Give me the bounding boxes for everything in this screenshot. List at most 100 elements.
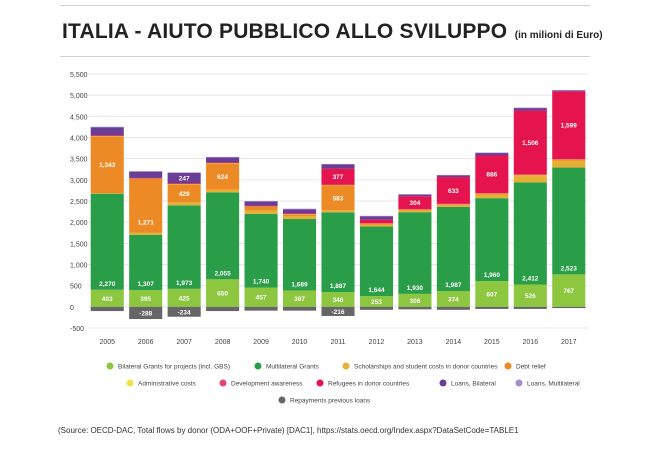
bar-segment bbox=[90, 306, 124, 312]
bar-segment bbox=[359, 219, 393, 224]
data-label: 767 bbox=[563, 288, 574, 295]
bar-segment bbox=[283, 208, 317, 210]
chart-title: ITALIA - AIUTO PUBBLICO ALLO SVILUPPO bbox=[62, 20, 508, 43]
y-tick-label: 1,500 bbox=[70, 241, 88, 248]
bar-segment bbox=[321, 212, 355, 293]
bar-segment bbox=[398, 210, 432, 211]
data-label: 304 bbox=[409, 200, 420, 207]
bar-segment bbox=[436, 205, 470, 207]
bar-segment bbox=[513, 175, 547, 177]
y-tick-label: 3,000 bbox=[70, 178, 88, 185]
bar-segment bbox=[283, 290, 317, 307]
bar-segment bbox=[359, 306, 393, 310]
bar-segment bbox=[552, 160, 586, 168]
bar-segment bbox=[283, 215, 317, 219]
legend-marker bbox=[316, 379, 324, 387]
y-tick-label: 0 bbox=[70, 305, 74, 312]
data-label: 886 bbox=[486, 172, 497, 179]
data-label: 306 bbox=[409, 298, 420, 305]
y-tick-label: 5,000 bbox=[70, 93, 88, 100]
bar-segment bbox=[513, 182, 547, 285]
source-note: (Source: OECD-DAC, Total flows by donor … bbox=[58, 426, 519, 435]
x-tick-label: 2005 bbox=[99, 339, 115, 346]
bar-segment bbox=[436, 175, 470, 178]
bar-segment bbox=[244, 206, 278, 211]
bar-segment bbox=[475, 155, 509, 193]
bar-segment bbox=[321, 164, 355, 169]
data-label: 1,644 bbox=[368, 287, 385, 294]
bar-segment bbox=[129, 290, 163, 307]
x-tick-label: 2009 bbox=[253, 339, 269, 346]
bar-segment bbox=[167, 184, 201, 203]
bar-segment bbox=[398, 209, 432, 210]
bar-segment bbox=[436, 177, 470, 204]
legend-label: Development awareness bbox=[231, 381, 303, 388]
bar-segment bbox=[359, 215, 393, 217]
chart-title-block: ITALIA - AIUTO PUBBLICO ALLO SVILUPPO (i… bbox=[62, 20, 603, 44]
x-tick-label: 2006 bbox=[138, 339, 154, 346]
bar-segment bbox=[436, 306, 470, 310]
bar-segment bbox=[321, 163, 355, 165]
bar-segment bbox=[398, 196, 432, 210]
legend-marker bbox=[106, 362, 114, 370]
x-tick-label: 2015 bbox=[484, 339, 500, 346]
bar-segment bbox=[475, 198, 509, 282]
data-label: 1,740 bbox=[253, 278, 270, 285]
y-tick-label: 2,000 bbox=[70, 220, 88, 227]
bar-segment bbox=[321, 185, 355, 211]
y-tick-label: 500 bbox=[70, 284, 82, 291]
legend-marker bbox=[219, 379, 227, 387]
data-label: 1,506 bbox=[522, 140, 539, 147]
bar-segment bbox=[129, 177, 163, 179]
legend-label: Loans, Bilateral bbox=[451, 381, 496, 388]
bar-segment bbox=[359, 223, 393, 225]
x-tick-label: 2007 bbox=[176, 339, 192, 346]
bar-segment bbox=[244, 201, 278, 206]
bar-segment bbox=[90, 126, 124, 128]
data-label: 633 bbox=[448, 188, 459, 195]
bar-segment bbox=[552, 306, 586, 309]
bar-segment bbox=[436, 174, 470, 176]
data-label: 607 bbox=[486, 291, 497, 298]
bar-segment bbox=[475, 152, 509, 154]
bar-segment bbox=[359, 223, 393, 224]
bar-segment bbox=[513, 108, 547, 111]
bar-segment bbox=[129, 234, 163, 291]
bar-segment bbox=[283, 213, 317, 214]
data-label: 1,343 bbox=[99, 162, 116, 169]
data-label: 1,973 bbox=[176, 280, 193, 287]
top-divider bbox=[60, 5, 590, 6]
bar-segment bbox=[552, 91, 586, 160]
bar-segment bbox=[475, 281, 509, 307]
data-label: 403 bbox=[102, 296, 113, 303]
bar-segment bbox=[321, 306, 355, 316]
bar-segment bbox=[167, 288, 201, 307]
data-label: -216 bbox=[331, 309, 344, 316]
bar-segment bbox=[475, 193, 509, 195]
data-label: 1,887 bbox=[330, 283, 347, 290]
bar-segment bbox=[398, 293, 432, 307]
data-label: 1,960 bbox=[484, 272, 501, 279]
data-label: 346 bbox=[333, 297, 344, 304]
bar-segment bbox=[206, 156, 240, 158]
data-label: 395 bbox=[140, 296, 151, 303]
x-tick-label: 2014 bbox=[446, 339, 462, 346]
bar-segment bbox=[475, 194, 509, 199]
bar-segment bbox=[321, 184, 355, 186]
legend-marker bbox=[439, 379, 447, 387]
bar-segment bbox=[398, 212, 432, 294]
bar-segment bbox=[90, 127, 124, 136]
bar-segment bbox=[552, 159, 586, 161]
bar-segment bbox=[206, 162, 240, 164]
bar-segment bbox=[206, 279, 240, 307]
bar-segment bbox=[206, 192, 240, 280]
data-label: 253 bbox=[371, 299, 382, 306]
legend-label: Refugees in donor countries bbox=[328, 381, 410, 388]
bar-segment bbox=[436, 291, 470, 307]
data-label: 1,271 bbox=[138, 220, 155, 227]
data-label: 1,987 bbox=[445, 282, 462, 289]
data-label: 2,412 bbox=[522, 276, 539, 283]
y-tick-label: 3,500 bbox=[70, 157, 88, 164]
data-label: 583 bbox=[333, 195, 344, 202]
bar-segment bbox=[475, 152, 509, 156]
